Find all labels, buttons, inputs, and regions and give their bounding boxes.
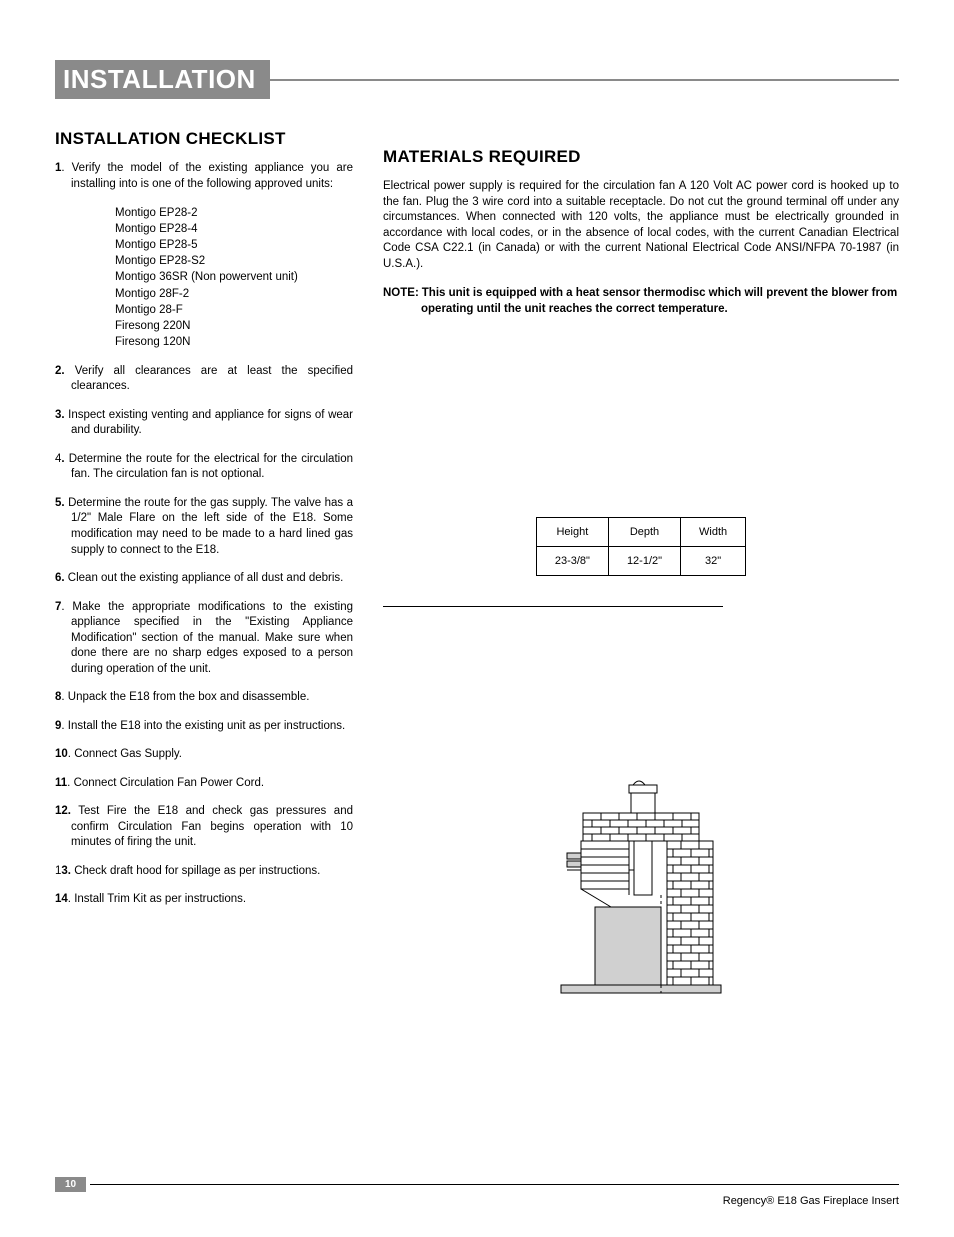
model-list: Montigo EP28-2 Montigo EP28-4 Montigo EP… [55,205,353,350]
left-column: INSTALLATION CHECKLIST 1. Verify the mod… [55,129,353,1017]
model-item: Firesong 220N [115,318,353,334]
checklist-item: 4. Determine the route for the electrica… [55,452,353,483]
model-item: Montigo 36SR (Non powervent unit) [115,269,353,285]
checklist-item: 5. Determine the route for the gas suppl… [55,496,353,558]
page-number: 10 [55,1177,86,1192]
note-block: NOTE:This unit is equipped with a heat s… [383,286,899,317]
checklist-item: 11. Connect Circulation Fan Power Cord. [55,776,353,792]
model-item: Montigo EP28-5 [115,237,353,253]
materials-paragraph: Electrical power supply is required for … [383,179,899,272]
footer-text: Regency® E18 Gas Fireplace Insert [55,1195,899,1207]
table-row: Height Depth Width [536,518,745,547]
table-cell: 23-3/8" [536,547,608,576]
right-column: MATERIALS REQUIRED Electrical power supp… [383,129,899,1017]
checklist-item: 10. Connect Gas Supply. [55,747,353,763]
model-item: Firesong 120N [115,334,353,350]
checklist-item: 8. Unpack the E18 from the box and disas… [55,690,353,706]
checklist-item: 3. Inspect existing venting and applianc… [55,408,353,439]
table-header: Height [536,518,608,547]
fireplace-diagram [521,777,761,1017]
dimensions-table: Height Depth Width 23-3/8" 12-1/2" 32" [536,517,746,576]
content-columns: INSTALLATION CHECKLIST 1. Verify the mod… [55,129,899,1017]
section-title: INSTALLATION [55,60,270,99]
model-item: Montigo EP28-2 [115,205,353,221]
heading-main: NSTALLATION CHECKLIST [60,129,286,148]
section-header-row: INSTALLATION [55,60,899,99]
checklist-item: 14. Install Trim Kit as per instructions… [55,892,353,908]
footer-rule [90,1184,899,1185]
checklist-heading: INSTALLATION CHECKLIST [55,129,353,149]
checklist-item: 6. Clean out the existing appliance of a… [55,571,353,587]
divider-line [383,606,723,607]
checklist-item: 2. Verify all clearances are at least th… [55,364,353,395]
checklist-item: 9. Install the E18 into the existing uni… [55,719,353,735]
footer-row: 10 [55,1177,899,1192]
header-rule [270,79,899,81]
materials-heading: MATERIALS REQUIRED [383,147,899,167]
checklist-item: 13. Check draft hood for spillage as per… [55,864,353,880]
model-item: Montigo 28-F [115,302,353,318]
model-item: Montigo EP28-S2 [115,253,353,269]
model-item: Montigo 28F-2 [115,286,353,302]
table-cell: 32" [681,547,746,576]
table-header: Depth [608,518,680,547]
table-cell: 12-1/2" [608,547,680,576]
table-row: 23-3/8" 12-1/2" 32" [536,547,745,576]
note-text: This unit is equipped with a heat sensor… [419,287,897,315]
checklist-item: 12. Test Fire the E18 and check gas pres… [55,804,353,851]
model-item: Montigo EP28-4 [115,221,353,237]
note-label: NOTE: [383,287,419,299]
table-header: Width [681,518,746,547]
checklist-item: 7. Make the appropriate modifications to… [55,600,353,678]
checklist-item: 1. Verify the model of the existing appl… [55,161,353,192]
